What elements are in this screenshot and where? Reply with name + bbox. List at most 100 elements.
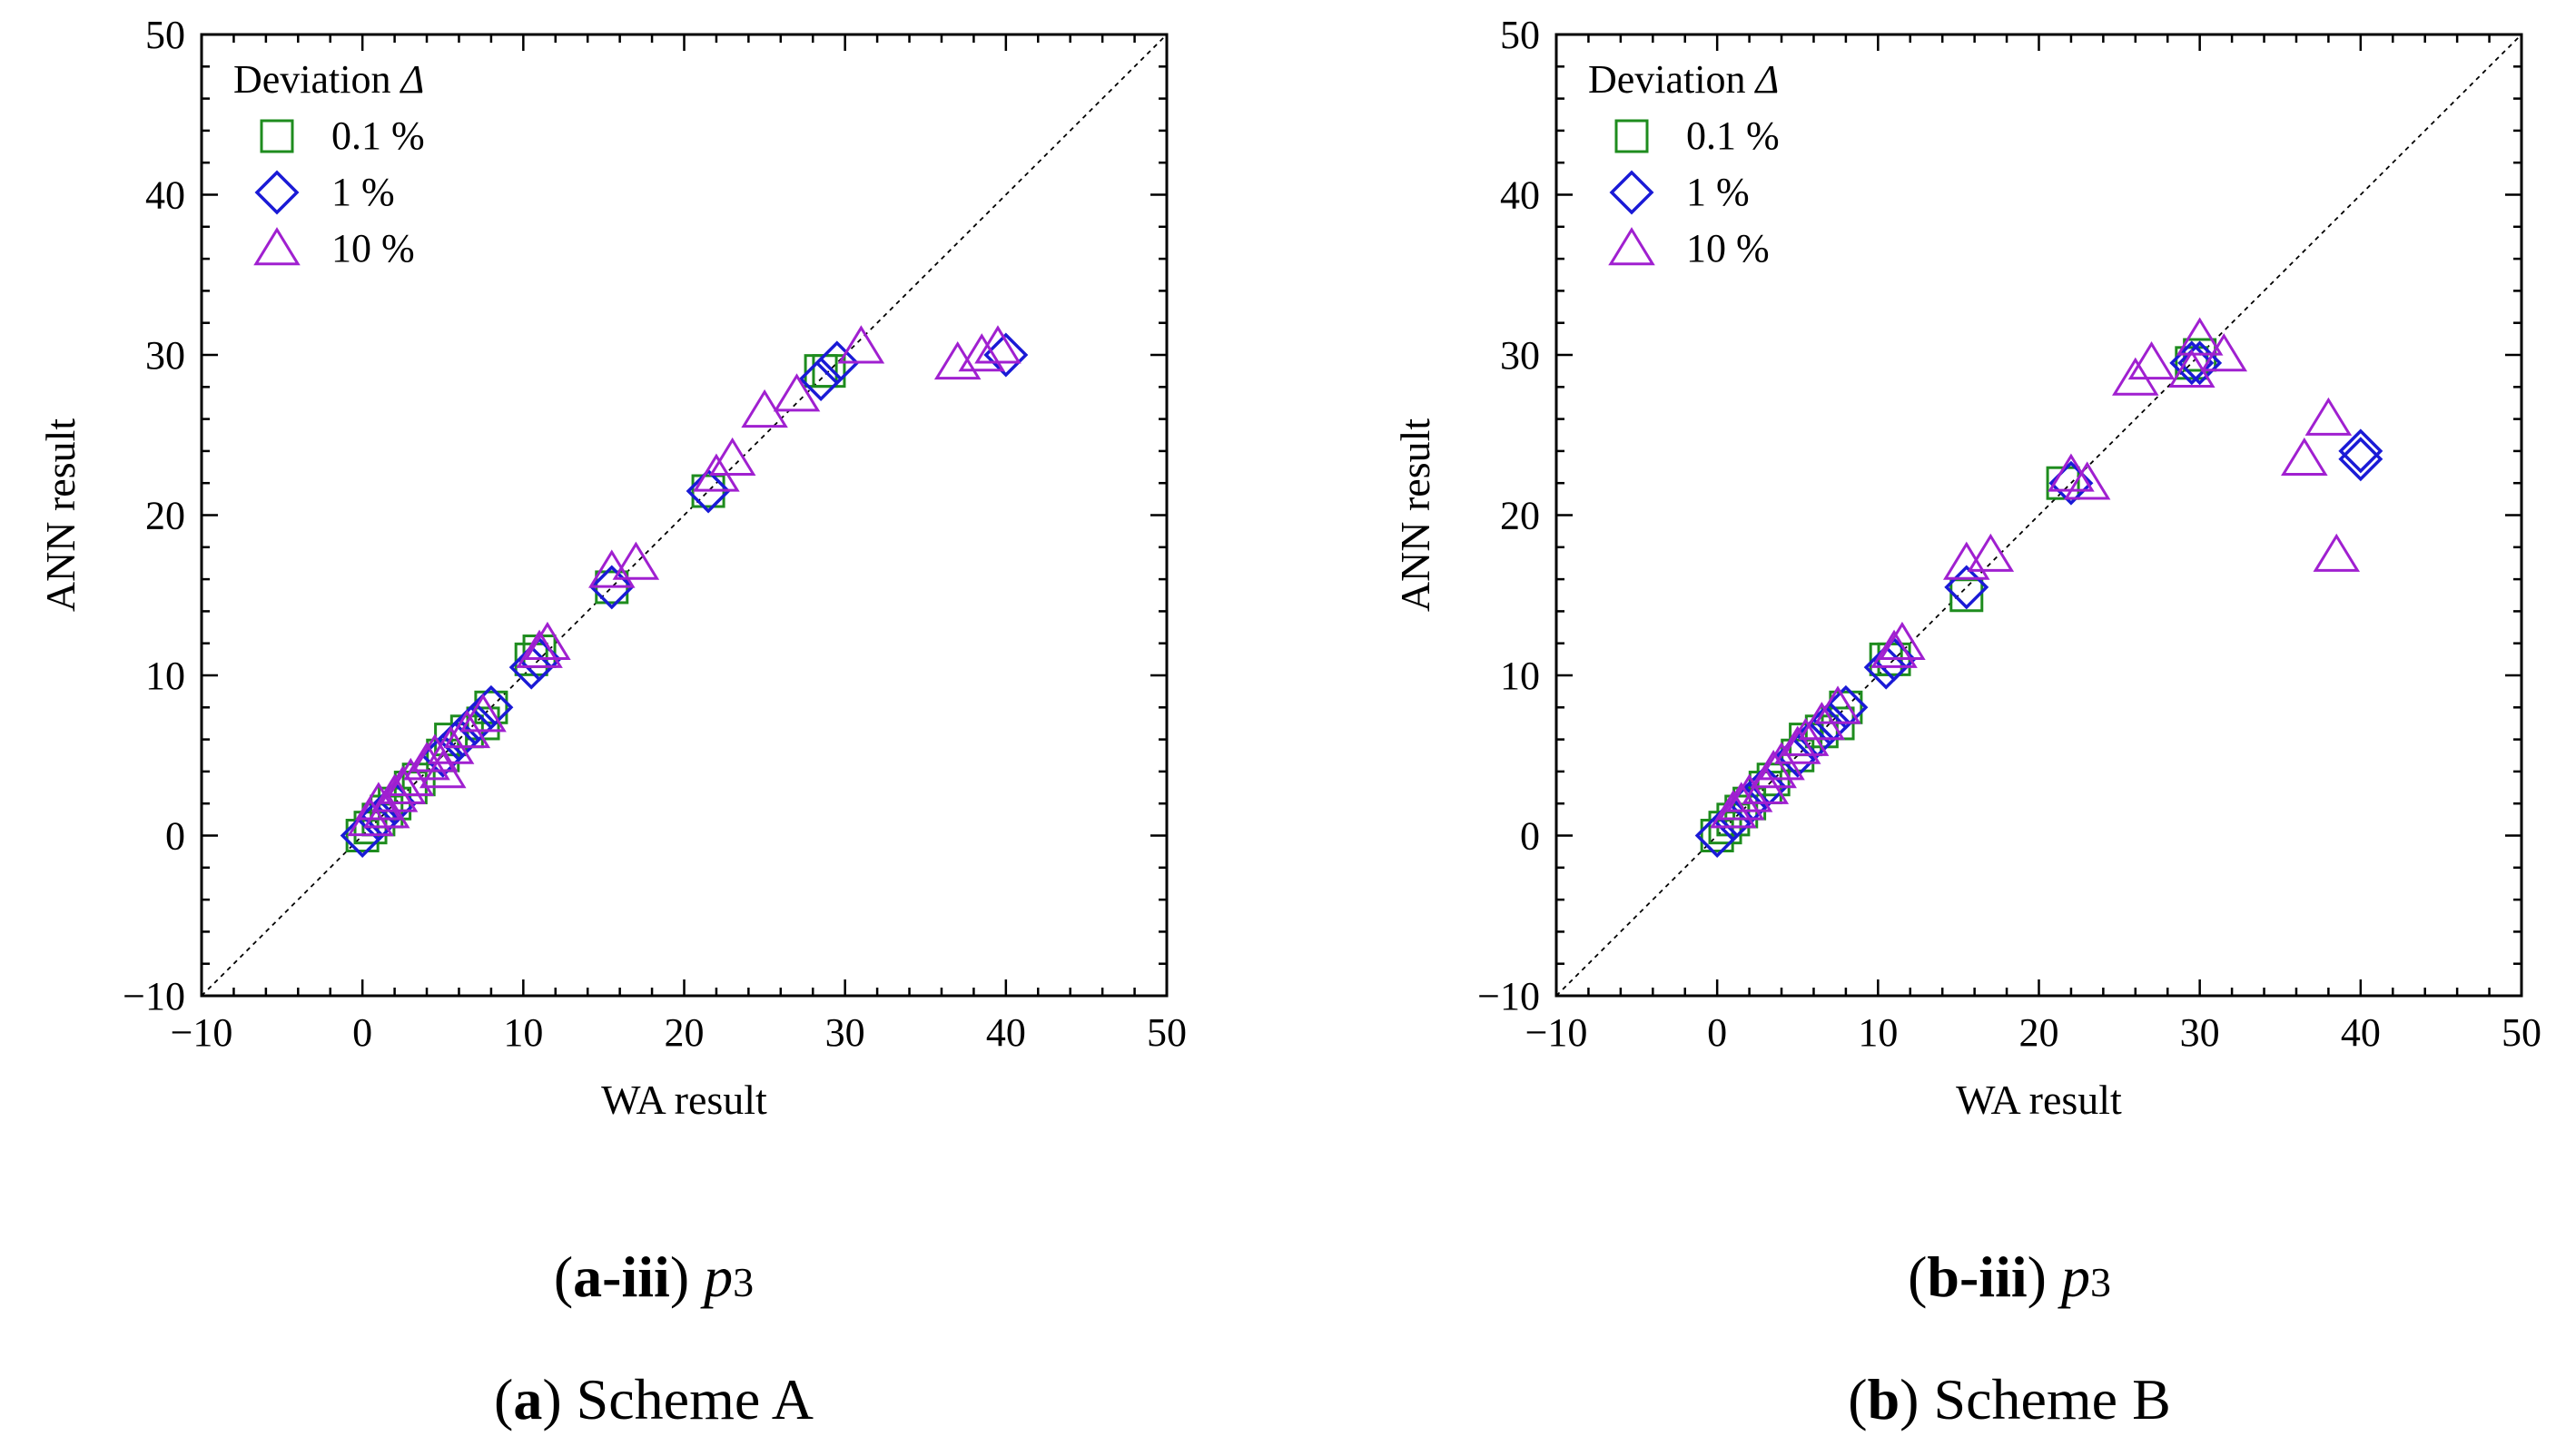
- y-tick-label: 10: [1500, 654, 1540, 698]
- x-tick-label: 10: [503, 1010, 543, 1055]
- data-point-diamond: [340, 813, 385, 858]
- data-point-triangle: [524, 621, 571, 660]
- panel-caption-b-iii-sub: 3: [2089, 1259, 2111, 1305]
- data-point-triangle: [773, 373, 821, 412]
- legend-label: 1 %: [1686, 170, 1750, 214]
- data-point-diamond: [1694, 813, 1740, 858]
- data-point-diamond: [2338, 437, 2383, 482]
- legend-title-symbol: Δ: [400, 57, 425, 102]
- data-point-triangle: [2304, 397, 2353, 436]
- data-point-diamond: [1823, 684, 1869, 730]
- data-point-triangle: [1870, 629, 1918, 668]
- data-point-triangle: [419, 750, 467, 789]
- data-point-triangle: [1750, 750, 1797, 789]
- data-point-triangle: [516, 629, 563, 668]
- data-point-triangle: [1879, 621, 1926, 660]
- panel-caption-b-iii: (b-iii) p3: [1908, 1244, 2111, 1309]
- data-point-triangle: [1814, 685, 1861, 724]
- y-tick-label: −10: [1477, 974, 1540, 1018]
- legend-label: 0.1 %: [331, 113, 425, 158]
- y-tick-label: 20: [1500, 494, 1540, 538]
- data-point-triangle: [2200, 333, 2248, 372]
- y-tick-label: 30: [145, 333, 185, 378]
- y-tick-label: 20: [145, 494, 185, 538]
- x-tick-label: 10: [1858, 1010, 1898, 1055]
- data-point-triangle: [459, 694, 507, 733]
- y-tick-label: 50: [1500, 13, 1540, 57]
- y-axis-label: ANN result: [37, 418, 84, 613]
- y-tick-label: 40: [145, 173, 185, 218]
- x-tick-label: 20: [2019, 1010, 2059, 1055]
- y-tick-label: 40: [1500, 173, 1540, 218]
- caption-scheme-b-label: b: [1867, 1367, 1900, 1431]
- caption-scheme-a-label: a: [513, 1367, 543, 1431]
- data-point-triangle: [1725, 773, 1773, 812]
- legend-title: Deviation Δ: [1588, 57, 1779, 102]
- data-point-triangle: [2281, 437, 2328, 477]
- caption-scheme-b: (b) Scheme B: [1848, 1367, 2171, 1431]
- x-axis-label: WA result: [1956, 1077, 2122, 1123]
- x-tick-label: 40: [2341, 1010, 2381, 1055]
- x-tick-label: 0: [352, 1010, 372, 1055]
- data-point-triangle: [588, 549, 636, 588]
- data-point-triangle: [2063, 461, 2111, 500]
- data-point-diamond: [983, 332, 1029, 378]
- caption-scheme-b-text: Scheme B: [1919, 1367, 2171, 1431]
- panel-caption-a-iii-sub: 3: [733, 1259, 755, 1305]
- y-tick-label: 30: [1500, 333, 1540, 378]
- data-point-diamond: [686, 468, 731, 514]
- data-point-triangle: [1943, 541, 1990, 580]
- data-point-triangle: [379, 765, 427, 804]
- data-point-triangle: [974, 325, 1021, 364]
- data-point-triangle: [2176, 317, 2224, 356]
- panel-caption-a-iii-label: a-iii: [573, 1244, 670, 1309]
- data-point-triangle: [1967, 533, 2015, 572]
- data-point-diamond: [814, 340, 860, 386]
- panel-a-iii: −10 0 10 20 30 40 50 −10 0 10 20 30 40 50 WA result ANN…: [37, 13, 1187, 1123]
- data-point-triangle: [2127, 340, 2176, 380]
- y-tick-label: 50: [145, 13, 185, 57]
- panel-caption-b-iii-label: b-iii: [1927, 1244, 2028, 1309]
- x-tick-label: −10: [171, 1010, 233, 1055]
- data-point-diamond: [2169, 340, 2215, 386]
- legend-marker-diamond: [254, 170, 300, 215]
- legend-label: 10 %: [331, 226, 415, 271]
- data-point-diamond: [1944, 565, 1989, 610]
- legend-marker-triangle: [1608, 227, 1655, 266]
- y-tick-label: 10: [145, 654, 185, 698]
- data-point-diamond: [452, 701, 498, 746]
- y-tick-label: −10: [123, 974, 185, 1018]
- data-point-diamond: [508, 644, 554, 690]
- data-point-triangle: [2313, 533, 2361, 572]
- data-point-diamond: [798, 357, 844, 401]
- panel-b-iii: −10 0 10 20 30 40 50 −10 0 10 20 30 40 50 WA result ANN…: [1392, 13, 2541, 1123]
- legend-marker-square: [1614, 119, 1649, 153]
- data-point-diamond: [2338, 428, 2383, 474]
- legend-marker-triangle: [253, 227, 301, 266]
- panel-caption-b-iii-var: p: [2060, 1244, 2090, 1309]
- data-point-triangle: [411, 733, 459, 772]
- caption-scheme-a-text: Scheme A: [561, 1367, 814, 1431]
- x-tick-label: 50: [2502, 1010, 2541, 1055]
- data-point-triangle: [708, 437, 756, 477]
- data-point-triangle: [1773, 725, 1821, 764]
- y-tick-label: 0: [165, 814, 185, 859]
- panel-caption-a-iii-var: p: [704, 1244, 734, 1309]
- x-tick-label: −10: [1525, 1010, 1588, 1055]
- x-tick-label: 50: [1147, 1010, 1187, 1055]
- x-tick-label: 30: [2180, 1010, 2220, 1055]
- data-point-triangle: [933, 340, 982, 380]
- x-tick-label: 40: [986, 1010, 1026, 1055]
- y-axis-label: ANN result: [1392, 418, 1438, 613]
- data-point-diamond: [2177, 340, 2223, 386]
- data-point-diamond: [436, 717, 481, 762]
- legend-label: 1 %: [331, 170, 395, 214]
- legend-title-symbol: Δ: [1754, 57, 1780, 102]
- legend-label: 10 %: [1686, 226, 1770, 271]
- legend-label: 0.1 %: [1686, 113, 1780, 158]
- data-point-triangle: [958, 333, 1006, 372]
- x-tick-label: 20: [665, 1010, 705, 1055]
- y-tick-label: 0: [1520, 814, 1540, 859]
- x-axis-label: WA result: [601, 1077, 767, 1123]
